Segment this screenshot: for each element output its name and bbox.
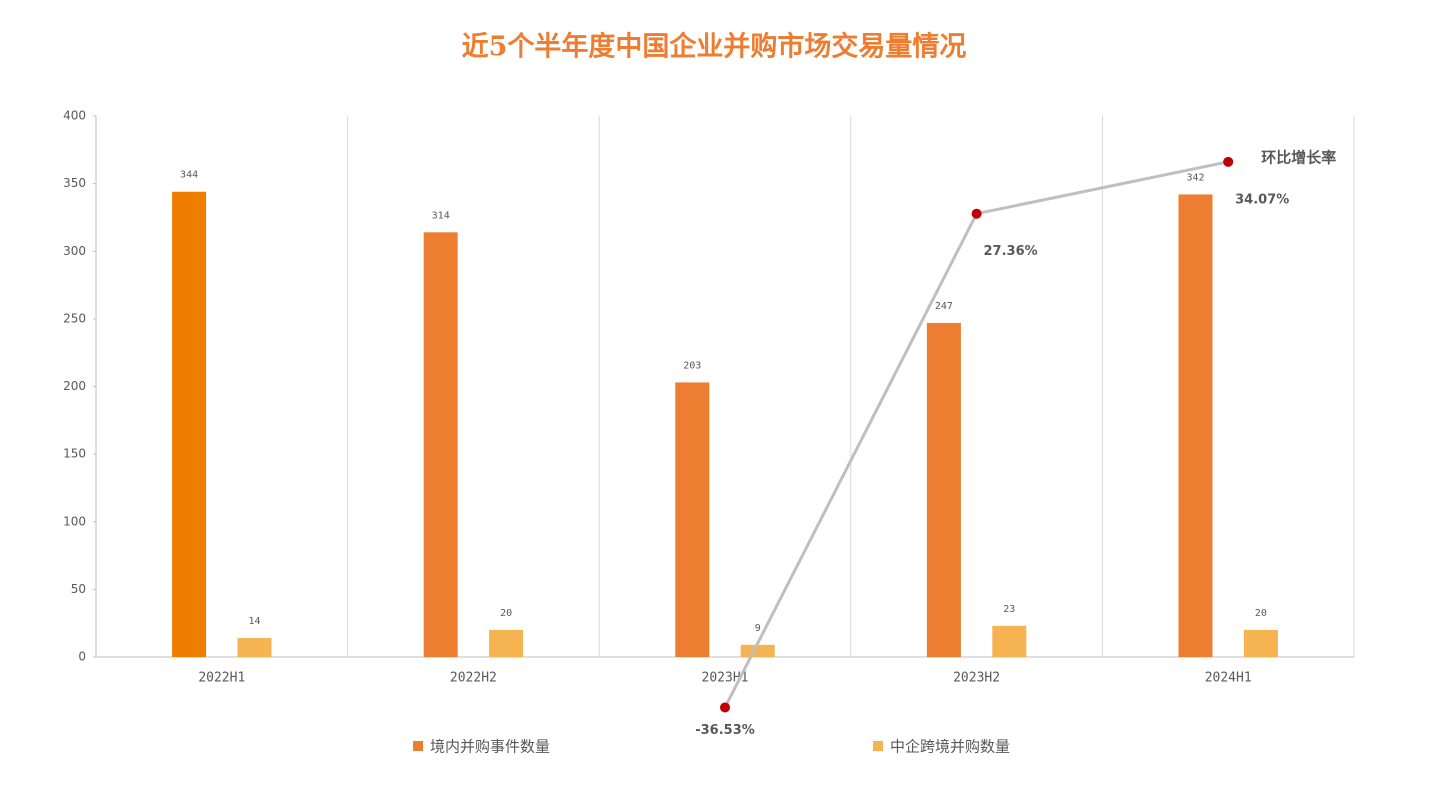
bar [237,638,272,657]
bar-value-label: 314 [432,210,450,221]
bar [926,322,961,657]
legend-swatch [873,741,883,751]
bar-value-label: 342 [1186,172,1204,183]
bar [489,629,524,657]
legend-swatch [413,741,423,751]
bar-value-label: 203 [683,360,701,371]
line [723,160,1229,709]
bar [1243,629,1278,657]
bar-value-label: 23 [1003,604,1015,615]
bar-value-label: 20 [500,608,512,619]
y-tick-label: 400 [63,109,86,123]
y-tick-label: 50 [71,582,86,596]
y-tick-label: 0 [78,650,86,664]
x-tick-label: 2023H2 [953,671,1000,686]
bar [675,382,710,657]
bar-value-label: 9 [755,623,761,634]
y-tick-label: 150 [63,447,86,461]
bar [992,625,1027,657]
y-tick-label: 250 [63,311,86,325]
bar [172,191,207,658]
legend-label: 境内并购事件数量 [430,738,550,756]
bar [423,232,458,657]
line-value-label: 34.07% [1235,192,1289,207]
line-value-label: 27.36% [984,244,1038,259]
y-tick-label: 350 [63,176,86,190]
x-tick-label: 2022H1 [198,671,245,686]
legend-label: 中企跨境并购数量 [890,738,1010,756]
line-point [720,702,730,713]
line-point [971,208,982,219]
bar-value-label: 247 [935,301,953,312]
x-tick-label: 2022H2 [450,671,497,686]
y-tick-label: 100 [63,514,86,528]
line-series-label: 环比增长率 [1261,148,1336,166]
line-point [1223,156,1234,167]
y-tick-label: 200 [63,379,86,393]
bar-value-label: 14 [248,616,260,627]
line-value-label: -36.53% [695,723,755,738]
bar [740,644,775,657]
chart-title: 近5个半年度中国企业并购市场交易量情况 [462,31,967,63]
bar-value-label: 344 [180,170,198,181]
y-tick-label: 300 [63,244,86,258]
bar-value-label: 20 [1255,608,1267,619]
x-tick-label: 2024H1 [1205,671,1252,686]
bar [1178,194,1213,657]
